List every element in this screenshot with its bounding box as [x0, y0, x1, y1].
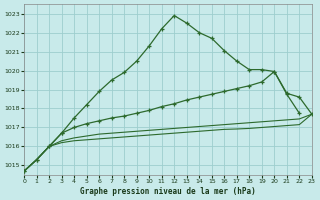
X-axis label: Graphe pression niveau de la mer (hPa): Graphe pression niveau de la mer (hPa) — [80, 187, 256, 196]
